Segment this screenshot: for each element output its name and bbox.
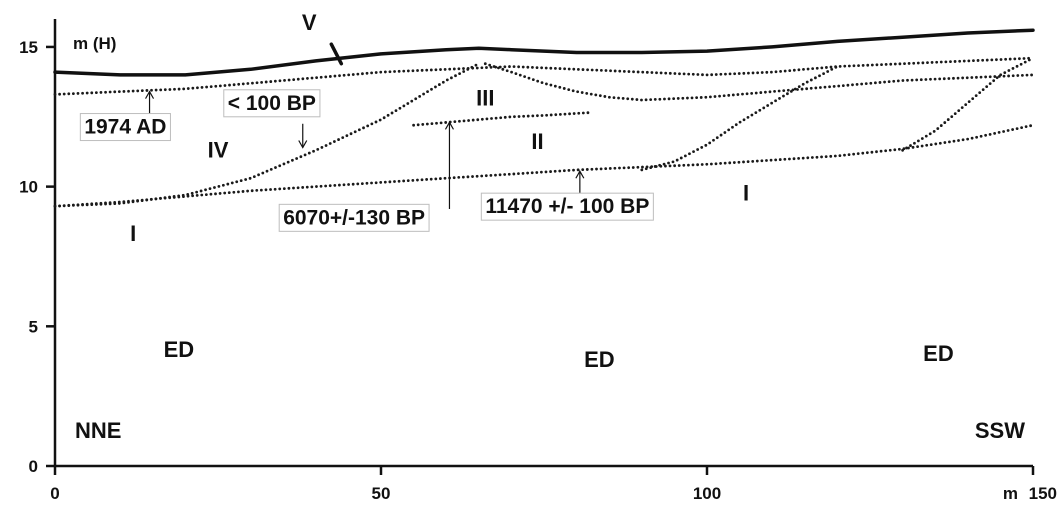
x-tick-label: 150 — [1029, 484, 1057, 503]
date-label: 1974 AD — [84, 116, 166, 139]
unit-label-i: I — [743, 181, 749, 206]
date-label-box — [278, 203, 430, 232]
date-label: 6070+/-130 BP — [283, 206, 425, 229]
date-arrow-head — [298, 140, 308, 149]
orientation-right-label: SSW — [975, 418, 1025, 443]
series-line-iii — [483, 62, 1035, 102]
series-line-connector-7 — [901, 56, 1035, 152]
region-label-ed: ED — [164, 337, 195, 362]
date-label: < 100 BP — [228, 92, 316, 115]
series-line-1974-ad — [53, 56, 1035, 96]
orientation-left-label: NNE — [75, 418, 121, 443]
axes: 0 50 100 150 m 0 5 10 15 m (H) — [19, 19, 1057, 503]
y-tick-label: 0 — [29, 457, 38, 476]
date-label-box — [223, 89, 321, 118]
region-label-ed: ED — [584, 347, 615, 372]
series-line-connector-6 — [640, 65, 839, 172]
surface-marker — [329, 42, 344, 66]
series-layer — [53, 28, 1035, 208]
date-label: 11470 +/- 100 BP — [485, 195, 649, 218]
date-arrow-head — [444, 121, 454, 130]
date-arrow-head — [575, 170, 585, 179]
region-label-ed: ED — [923, 341, 954, 366]
date-annotation-6070-130-bp: 6070+/-130 BP — [278, 203, 430, 232]
unit-label-iii: III — [476, 86, 494, 111]
unit-label-ii: II — [531, 129, 543, 154]
unit-label-i: I — [130, 221, 136, 246]
date-label-box — [79, 113, 171, 142]
series-line-ii — [412, 111, 591, 127]
y-tick-label: 15 — [19, 38, 38, 57]
date-label-box — [480, 192, 654, 221]
x-tick-label: 0 — [50, 484, 59, 503]
y-tick-label: 10 — [19, 178, 38, 197]
x-tick-label: 100 — [693, 484, 721, 503]
x-unit-label: m — [1003, 484, 1018, 503]
series-line-v — [53, 28, 1035, 77]
labels-layer: 1974 AD < 100 BP 6070+/-130 BP 11470 +/- 10… — [75, 10, 1025, 443]
date-arrow-head — [145, 90, 155, 99]
unit-label-iv: IV — [208, 137, 229, 162]
x-tick-label: 50 — [372, 484, 391, 503]
date-annotation-100-bp: < 100 BP — [223, 89, 321, 118]
unit-label-v: V — [302, 10, 317, 35]
y-tick-label: 5 — [29, 317, 38, 336]
date-annotation-1974-ad: 1974 AD — [79, 113, 171, 142]
date-annotation-11470-100-bp: 11470 +/- 100 BP — [480, 192, 654, 221]
y-unit-label: m (H) — [73, 34, 116, 53]
